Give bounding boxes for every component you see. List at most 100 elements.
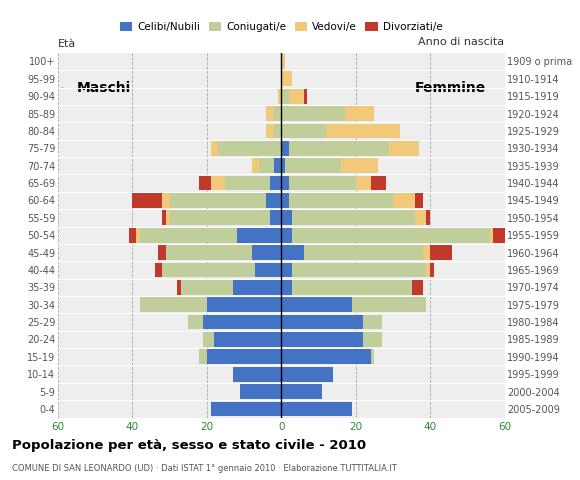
Bar [281, 349, 371, 364]
Bar [233, 367, 281, 382]
Bar [281, 141, 289, 156]
Bar [132, 193, 162, 208]
Bar [371, 176, 386, 191]
Bar [140, 228, 237, 242]
Bar [371, 349, 374, 364]
Bar [181, 280, 233, 295]
Bar [278, 89, 281, 104]
Bar [289, 193, 393, 208]
Bar [494, 228, 508, 242]
Bar [215, 332, 281, 347]
Bar [281, 280, 292, 295]
Bar [426, 263, 430, 277]
Bar [341, 158, 378, 173]
Bar [226, 176, 270, 191]
Bar [292, 210, 415, 225]
Bar [292, 280, 412, 295]
Text: Maschi: Maschi [77, 81, 131, 95]
Bar [289, 141, 389, 156]
Bar [289, 176, 356, 191]
Bar [266, 123, 274, 138]
Bar [352, 297, 426, 312]
Bar [211, 141, 218, 156]
Bar [281, 193, 289, 208]
Bar [281, 297, 352, 312]
Bar [270, 210, 281, 225]
Bar [281, 210, 292, 225]
Bar [274, 123, 281, 138]
Bar [162, 263, 255, 277]
Bar [281, 89, 289, 104]
Bar [162, 210, 166, 225]
Bar [233, 280, 281, 295]
Bar [363, 332, 382, 347]
Bar [393, 193, 415, 208]
Bar [252, 245, 281, 260]
Bar [211, 402, 281, 416]
Bar [292, 228, 490, 242]
Bar [430, 245, 452, 260]
Legend: Celibi/Nubili, Coniugati/e, Vedovi/e, Divorziati/e: Celibi/Nubili, Coniugati/e, Vedovi/e, Di… [115, 18, 447, 36]
Bar [304, 89, 307, 104]
Bar [281, 245, 304, 260]
Bar [281, 263, 292, 277]
Text: Età: Età [58, 39, 76, 49]
Bar [281, 367, 334, 382]
Bar [426, 210, 430, 225]
Bar [423, 245, 430, 260]
Bar [237, 228, 281, 242]
Text: Anno di nascita: Anno di nascita [419, 37, 505, 48]
Bar [218, 141, 281, 156]
Bar [490, 228, 494, 242]
Bar [274, 158, 281, 173]
Bar [136, 228, 140, 242]
Bar [140, 297, 207, 312]
Bar [281, 228, 292, 242]
Bar [169, 210, 270, 225]
Text: Femmine: Femmine [415, 81, 486, 95]
Bar [281, 176, 289, 191]
Bar [200, 349, 207, 364]
Bar [281, 332, 363, 347]
Bar [200, 176, 211, 191]
Bar [281, 106, 345, 121]
Bar [170, 193, 266, 208]
Bar [281, 72, 292, 86]
Bar [285, 158, 341, 173]
Bar [211, 176, 226, 191]
Bar [203, 332, 215, 347]
Bar [430, 263, 434, 277]
Bar [415, 210, 426, 225]
Bar [281, 384, 322, 399]
Bar [203, 315, 281, 329]
Bar [129, 228, 136, 242]
Bar [363, 315, 382, 329]
Bar [289, 89, 304, 104]
Bar [240, 384, 281, 399]
Text: COMUNE DI SAN LEONARDO (UD) · Dati ISTAT 1° gennaio 2010 · Elaborazione TUTTITAL: COMUNE DI SAN LEONARDO (UD) · Dati ISTAT… [12, 464, 397, 473]
Bar [274, 106, 281, 121]
Bar [281, 54, 285, 69]
Bar [252, 158, 259, 173]
Bar [207, 349, 281, 364]
Bar [255, 263, 281, 277]
Bar [412, 280, 423, 295]
Bar [389, 141, 419, 156]
Bar [281, 315, 363, 329]
Bar [281, 123, 326, 138]
Bar [356, 176, 371, 191]
Bar [259, 158, 274, 173]
Bar [188, 315, 203, 329]
Bar [162, 193, 169, 208]
Bar [177, 280, 181, 295]
Bar [155, 263, 162, 277]
Bar [166, 245, 252, 260]
Bar [166, 210, 169, 225]
Bar [266, 193, 281, 208]
Bar [345, 106, 374, 121]
Text: 0-4: 0-4 [61, 86, 64, 87]
Bar [326, 123, 400, 138]
Bar [270, 176, 281, 191]
Bar [158, 245, 166, 260]
Bar [292, 263, 426, 277]
